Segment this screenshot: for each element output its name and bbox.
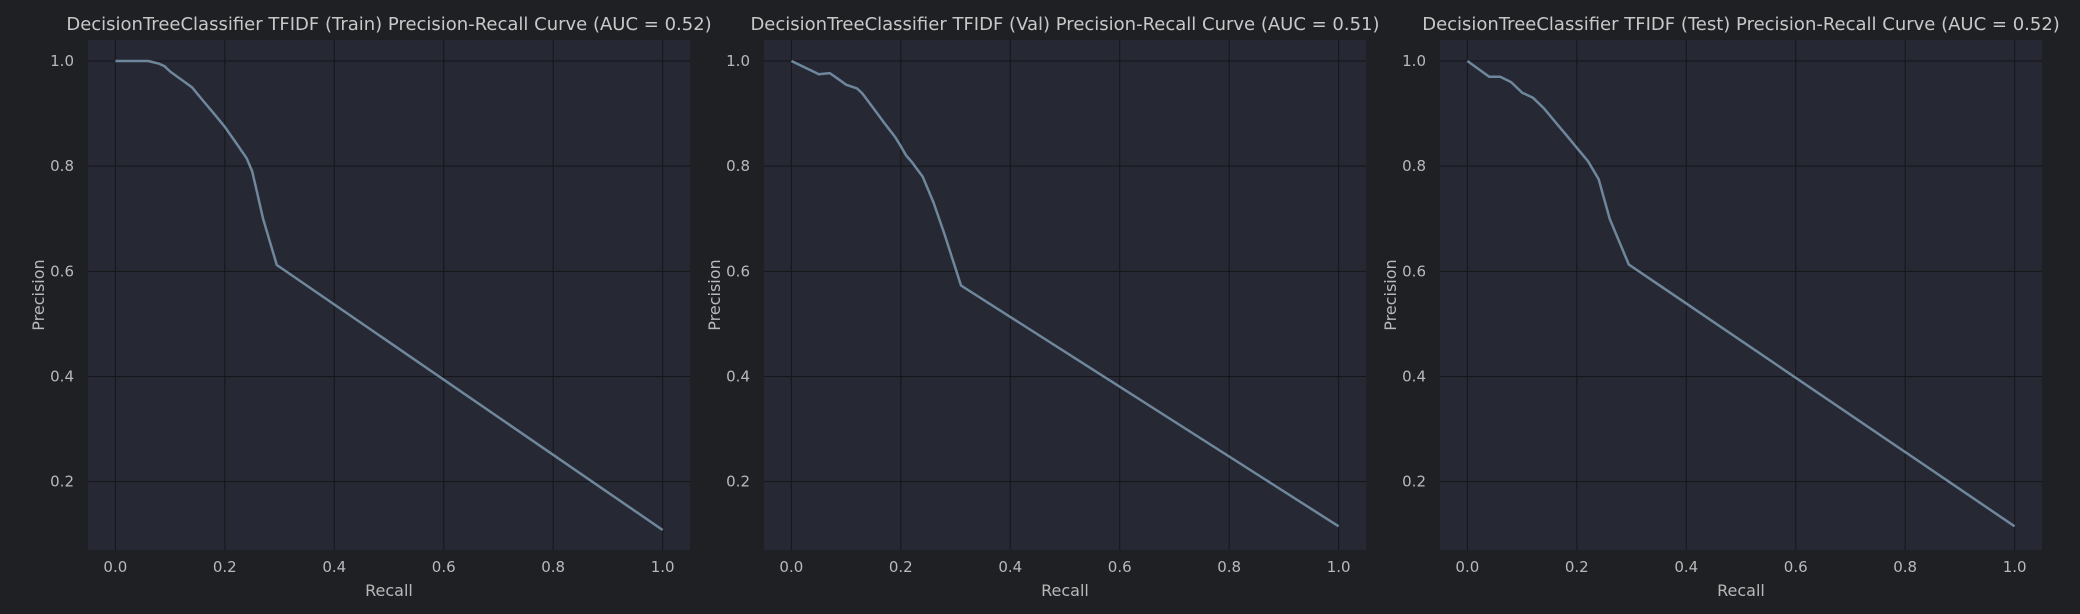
plot-area <box>88 40 690 550</box>
x-tick-label: 1.0 <box>2003 558 2027 576</box>
y-tick-label: 0.8 <box>50 157 74 175</box>
y-axis-label: Precision <box>705 259 724 330</box>
y-tick-label: 0.6 <box>50 262 74 280</box>
x-tick-label: 1.0 <box>651 558 675 576</box>
x-tick-label: 0.0 <box>103 558 127 576</box>
y-tick-label: 0.4 <box>1402 367 1426 385</box>
x-tick-label: 0.4 <box>322 558 346 576</box>
chart-title: DecisionTreeClassifier TFIDF (Val) Preci… <box>750 14 1379 35</box>
y-tick-label: 0.8 <box>1402 157 1426 175</box>
x-tick-label: 0.4 <box>1674 558 1698 576</box>
pr-curve-line <box>1466 59 2016 528</box>
x-tick-label: 0.8 <box>1217 558 1241 576</box>
x-tick-label: 0.0 <box>779 558 803 576</box>
chart-title: DecisionTreeClassifier TFIDF (Test) Prec… <box>1422 14 2060 35</box>
chart-title: DecisionTreeClassifier TFIDF (Train) Pre… <box>66 14 711 35</box>
x-tick-label: 0.2 <box>889 558 913 576</box>
y-tick-label: 1.0 <box>50 52 74 70</box>
x-tick-label: 0.6 <box>1784 558 1808 576</box>
plot-area <box>764 40 1366 550</box>
y-axis-label: Precision <box>29 259 48 330</box>
chart-panel-1: 0.0 0.2 0.4 0.6 0.8 1.0 0.2 0.4 0.6 0.8 1.0 Decisio… <box>29 14 712 600</box>
y-tick-label: 1.0 <box>1402 52 1426 70</box>
chart-panel-2: 0.0 0.2 0.4 0.6 0.8 1.00.20.40.60.81.0Decisio… <box>705 14 1380 600</box>
y-tick-label: 0.4 <box>50 367 74 385</box>
y-tick-label: 0.2 <box>1402 473 1426 491</box>
x-tick-label: 0.2 <box>213 558 237 576</box>
x-tick-label: 0.6 <box>432 558 456 576</box>
x-tick-label: 0.2 <box>1565 558 1589 576</box>
x-tick-label: 0.4 <box>998 558 1022 576</box>
x-tick-label: 0.0 <box>1455 558 1479 576</box>
x-axis-label: Recall <box>1041 581 1089 600</box>
x-axis-label: Recall <box>365 581 413 600</box>
y-tick-label: 0.2 <box>50 473 74 491</box>
x-axis-label: Recall <box>1717 581 1765 600</box>
y-tick-label: 0.2 <box>726 473 750 491</box>
pr-curve-line <box>790 59 1340 528</box>
x-tick-label: 0.8 <box>1893 558 1917 576</box>
chart-panel-3: 0.0 0.2 0.4 0.6 0.8 1.0 0.2 0.4 0.6 0.8 1.0 Decisio… <box>1381 14 2060 600</box>
y-axis-label: Precision <box>1381 259 1400 330</box>
y-tick-label: 0.8 <box>726 157 750 175</box>
y-tick-label: 0.6 <box>726 262 750 280</box>
x-tick-label: 0.6 <box>1108 558 1132 576</box>
pr-curve-line <box>115 59 664 532</box>
y-tick-label: 0.6 <box>1402 262 1426 280</box>
y-tick-label: 0.4 <box>726 367 750 385</box>
x-tick-label: 0.8 <box>541 558 565 576</box>
y-tick-label: 1.0 <box>726 52 750 70</box>
x-tick-label: 1.0 <box>1327 558 1351 576</box>
plot-area <box>1440 40 2042 550</box>
